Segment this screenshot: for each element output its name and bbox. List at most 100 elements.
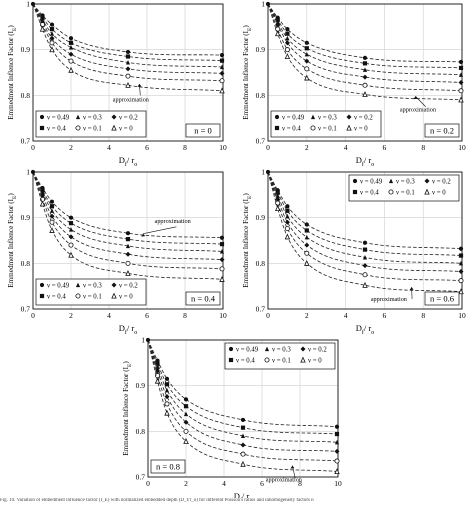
data-point [458, 278, 464, 284]
data-point [219, 87, 225, 94]
x-axis-label: Df/ ro [356, 323, 374, 336]
annotation-arrowhead [409, 287, 414, 291]
series-curve [267, 3, 463, 69]
x-tick-label: 8 [183, 143, 187, 152]
x-axis-label-sub: o [134, 330, 137, 336]
data-point [458, 72, 464, 77]
legend-label: ν = 0.3 [272, 347, 291, 354]
data-point [458, 59, 464, 65]
y-tick-label: 1 [26, 168, 30, 177]
data-point [284, 219, 290, 225]
series-curve [267, 3, 463, 63]
legend-marker [352, 189, 358, 195]
data-point [219, 275, 225, 282]
panel-n-box [185, 291, 221, 306]
legend-marker [228, 357, 234, 363]
legend-label: ν = 0.3 [318, 115, 337, 122]
data-point [274, 30, 281, 37]
data-point [285, 27, 290, 32]
data-point [183, 428, 189, 434]
x-tick-label: 0 [146, 479, 150, 488]
panel-n-box [424, 291, 460, 306]
data-point [362, 67, 368, 72]
data-point [458, 88, 464, 94]
data-point [362, 55, 368, 60]
data-point [125, 270, 131, 276]
series-curve [267, 171, 463, 293]
data-point [68, 58, 74, 64]
legend-box [35, 110, 147, 138]
approximation-annotation: approximation [371, 296, 407, 303]
y-tick-label: 0.8 [256, 259, 266, 268]
data-point [265, 1, 271, 7]
data-point [285, 204, 290, 209]
data-point [362, 263, 368, 269]
data-point [125, 251, 131, 257]
legend-marker [388, 178, 394, 184]
figure-caption: Fig. 10. Variation of embedment influenc… [0, 498, 314, 503]
y-tick-label: 1 [261, 168, 265, 177]
y-axis-label: Emmedment Inflence Factor (IE) [7, 25, 18, 120]
data-point [458, 246, 464, 251]
legend-marker [75, 282, 81, 288]
data-point [39, 25, 46, 32]
data-point [68, 242, 74, 248]
data-point [183, 438, 189, 444]
approximation-annotation: approximation [155, 218, 191, 225]
x-tick-label: 10 [458, 143, 466, 152]
y-axis-label: Emmedment Inflence Factor (IE) [122, 361, 133, 456]
legend-marker [75, 114, 81, 120]
data-point [183, 419, 189, 425]
x-tick-label: 2 [305, 311, 309, 320]
x-tick-label: 6 [145, 311, 149, 320]
x-tick-label: 6 [145, 143, 149, 152]
panel-n-box [150, 459, 186, 474]
series-curve [32, 3, 224, 92]
data-point [362, 74, 368, 80]
x-tick-label: 8 [298, 479, 302, 488]
legend-label: ν = 0.3 [83, 283, 102, 290]
legend-marker [300, 346, 306, 352]
approximation-annotation: approximation [266, 477, 302, 484]
data-point [219, 53, 225, 58]
y-tick-label: 0.9 [136, 381, 146, 390]
legend-label: ν = 0.1 [272, 358, 291, 365]
legend-marker [388, 189, 394, 195]
x-tick-label: 4 [107, 143, 111, 152]
data-point [154, 373, 160, 379]
legend-label: ν = 0.3 [83, 115, 102, 122]
data-point [334, 424, 340, 429]
data-point [68, 221, 74, 226]
data-point [125, 243, 131, 249]
data-point [304, 58, 310, 64]
panel-n-label: n = 0.4 [191, 294, 216, 304]
legend-label: ν = 0.49 [236, 347, 259, 354]
data-point [458, 80, 464, 86]
legend-label: ν = 0.49 [47, 283, 70, 290]
x-tick-label: 0 [266, 311, 270, 320]
y-tick-label: 0.9 [256, 213, 266, 222]
data-point [68, 215, 74, 220]
data-point [68, 51, 74, 57]
x-tick-label: 8 [183, 311, 187, 320]
x-axis-label-sub: f [125, 161, 127, 168]
legend-label: ν = 0.2 [119, 115, 138, 122]
data-point [49, 27, 55, 32]
panel-n-box [185, 123, 221, 138]
legend-label: ν = 0.3 [396, 179, 415, 186]
data-point [362, 240, 368, 245]
legend-marker [39, 293, 45, 299]
data-point [164, 387, 170, 393]
y-axis-label-close: ) [122, 361, 130, 364]
y-axis-label-sub: E [127, 363, 133, 367]
data-point [183, 404, 189, 409]
legend-label: ν = 0.49 [47, 115, 70, 122]
x-tick-label: 10 [219, 311, 227, 320]
y-axis-label-sub: E [12, 195, 18, 199]
panel-n-label: n = 0 [194, 126, 212, 136]
data-point [362, 82, 368, 88]
data-point [304, 40, 309, 45]
legend-label: ν = 0.1 [83, 294, 102, 301]
x-tick-label: 4 [344, 311, 348, 320]
legend-box [224, 342, 336, 370]
